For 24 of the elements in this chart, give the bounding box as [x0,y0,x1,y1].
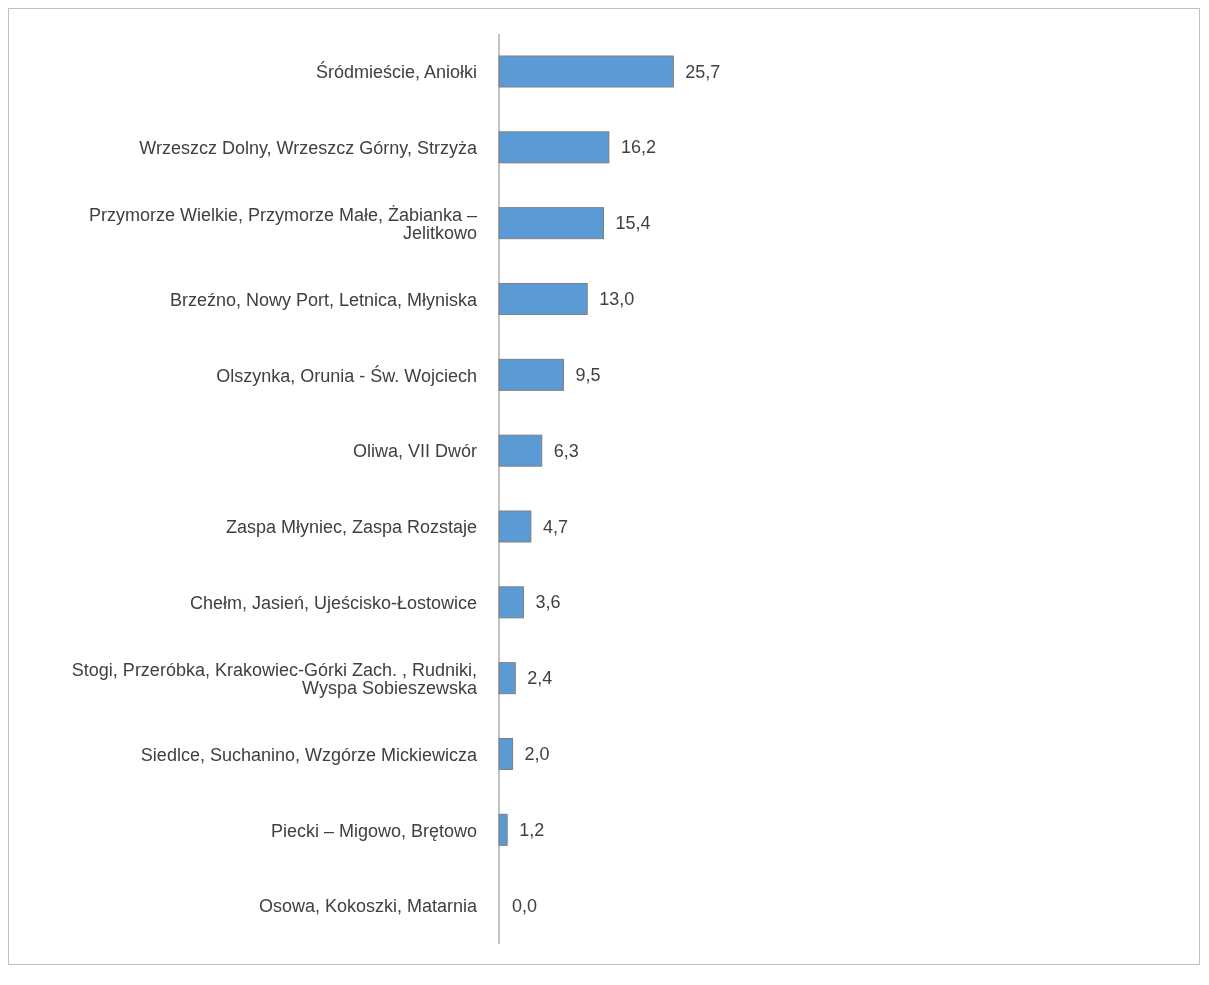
data-label: 3,6 [535,592,561,613]
data-label: 2,4 [527,668,553,689]
y-tick-label: Zaspa Młyniec, Zaspa Rozstaje [225,517,477,538]
data-label: 6,3 [553,440,579,461]
y-tick-label: Przymorze Wielkie, Przymorze Małe, Żabianka – Jelitkowo [88,204,477,243]
data-label: 15,4 [615,213,651,234]
y-tick-label: Brzeźno, Nowy Port, Letnica, Młyniska [169,289,478,310]
y-tick-label: Stogi, Przeróbka, Krakowiec-Górki Zach. , Rudniki, Wyspa Sobieszewska [71,659,478,698]
data-label: 4,7 [542,516,568,537]
y-tick-label: Wrzeszcz Dolny, Wrzeszcz Górny, Strzyża [139,138,478,159]
y-tick-label: Śródmieście, Aniołki [315,61,477,83]
data-label: 16,2 [620,137,656,158]
y-tick-label: Oliwa, VII Dwór [352,441,477,462]
data-label: 1,2 [519,819,545,840]
data-label: 25,7 [685,61,721,82]
y-tick-label: Chełm, Jasień, Ujeścisko-Łostowice [189,593,477,614]
data-label: 13,0 [599,289,635,309]
y-tick-label: Olszynka, Orunia - Św. Wojciech [216,364,477,386]
y-tick-label: Siedlce, Suchanino, Wzgórze Mickiewicza [140,744,478,765]
data-label: 0,0 [512,895,538,916]
data-label: 9,5 [575,364,601,385]
y-tick-label: Osowa, Kokoszki, Matarnia [258,896,478,917]
data-label: 2,0 [524,744,550,764]
y-tick-label: Piecki – Migowo, Brętowo [270,820,477,841]
